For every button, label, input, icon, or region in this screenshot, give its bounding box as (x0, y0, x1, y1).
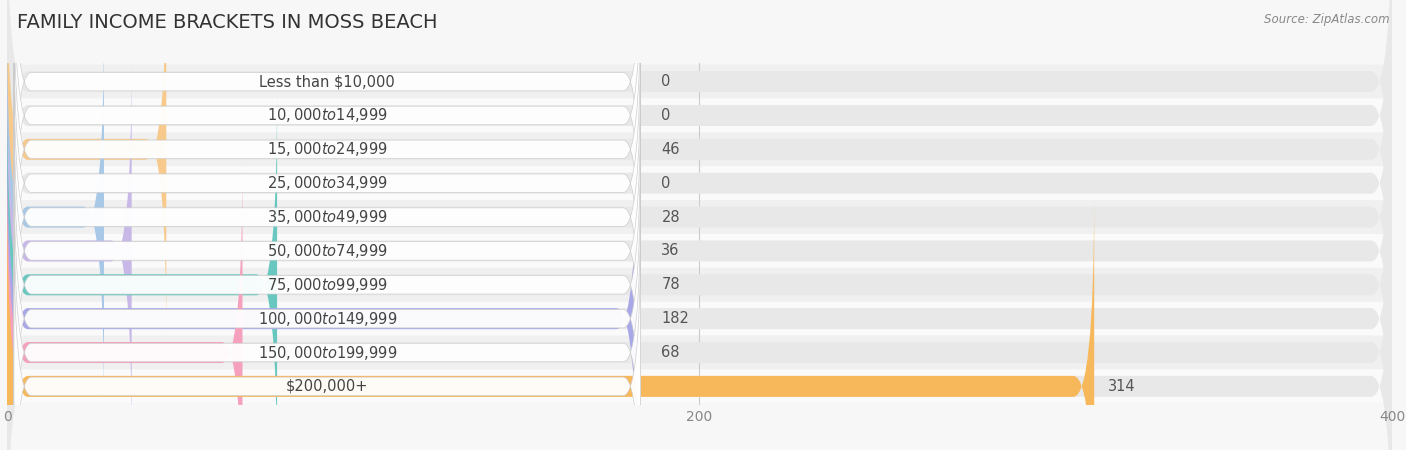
Text: 0: 0 (661, 74, 671, 89)
FancyBboxPatch shape (7, 302, 1392, 336)
FancyBboxPatch shape (7, 0, 166, 342)
FancyBboxPatch shape (7, 234, 1392, 268)
FancyBboxPatch shape (7, 160, 242, 450)
Text: $150,000 to $199,999: $150,000 to $199,999 (257, 343, 396, 361)
Text: 46: 46 (661, 142, 681, 157)
FancyBboxPatch shape (7, 336, 1392, 369)
FancyBboxPatch shape (7, 65, 1392, 99)
FancyBboxPatch shape (7, 194, 1392, 450)
FancyBboxPatch shape (7, 160, 1392, 450)
Text: 0: 0 (661, 176, 671, 191)
Text: 182: 182 (661, 311, 689, 326)
FancyBboxPatch shape (14, 193, 641, 450)
Text: 314: 314 (1108, 379, 1136, 394)
FancyBboxPatch shape (7, 200, 1392, 234)
FancyBboxPatch shape (7, 92, 1392, 450)
FancyBboxPatch shape (7, 268, 1392, 302)
FancyBboxPatch shape (7, 0, 1392, 274)
FancyBboxPatch shape (7, 166, 1392, 200)
FancyBboxPatch shape (7, 0, 1392, 376)
FancyBboxPatch shape (14, 0, 641, 242)
Text: 0: 0 (661, 108, 671, 123)
FancyBboxPatch shape (14, 0, 641, 310)
FancyBboxPatch shape (7, 0, 1392, 308)
Text: 78: 78 (661, 277, 681, 292)
Text: $25,000 to $34,999: $25,000 to $34,999 (267, 174, 388, 192)
Text: $35,000 to $49,999: $35,000 to $49,999 (267, 208, 388, 226)
Text: $100,000 to $149,999: $100,000 to $149,999 (257, 310, 396, 328)
FancyBboxPatch shape (7, 194, 1094, 450)
FancyBboxPatch shape (7, 126, 637, 450)
Text: 68: 68 (661, 345, 681, 360)
Text: 28: 28 (661, 210, 681, 225)
Text: Source: ZipAtlas.com: Source: ZipAtlas.com (1264, 14, 1389, 27)
FancyBboxPatch shape (14, 226, 641, 450)
FancyBboxPatch shape (7, 92, 277, 450)
Text: $200,000+: $200,000+ (285, 379, 368, 394)
FancyBboxPatch shape (7, 0, 1392, 342)
Text: $50,000 to $74,999: $50,000 to $74,999 (267, 242, 388, 260)
FancyBboxPatch shape (14, 158, 641, 450)
FancyBboxPatch shape (7, 24, 1392, 410)
FancyBboxPatch shape (14, 91, 641, 411)
FancyBboxPatch shape (7, 24, 104, 410)
FancyBboxPatch shape (14, 23, 641, 343)
Text: Less than $10,000: Less than $10,000 (260, 74, 395, 89)
FancyBboxPatch shape (14, 125, 641, 445)
FancyBboxPatch shape (7, 369, 1392, 403)
Text: FAMILY INCOME BRACKETS IN MOSS BEACH: FAMILY INCOME BRACKETS IN MOSS BEACH (17, 14, 437, 32)
Text: 36: 36 (661, 243, 679, 258)
FancyBboxPatch shape (7, 99, 1392, 132)
FancyBboxPatch shape (7, 58, 1392, 444)
Text: $75,000 to $99,999: $75,000 to $99,999 (267, 276, 388, 294)
Text: $10,000 to $14,999: $10,000 to $14,999 (267, 107, 388, 125)
FancyBboxPatch shape (7, 132, 1392, 166)
FancyBboxPatch shape (7, 126, 1392, 450)
FancyBboxPatch shape (14, 57, 641, 377)
FancyBboxPatch shape (7, 58, 132, 444)
Text: $15,000 to $24,999: $15,000 to $24,999 (267, 140, 388, 158)
FancyBboxPatch shape (14, 0, 641, 275)
